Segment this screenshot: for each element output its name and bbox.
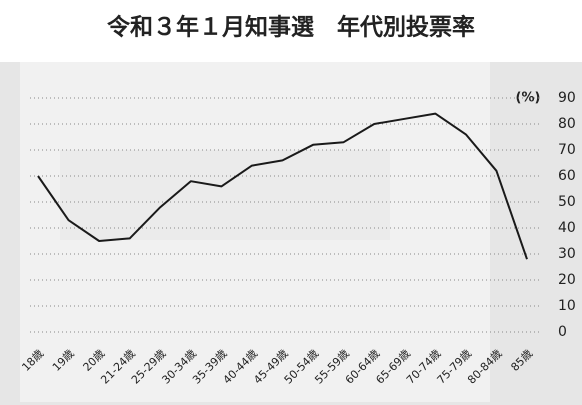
y-tick-label: 70 [558,142,576,158]
y-tick-label: 20 [558,272,576,288]
y-tick-label: 60 [558,168,576,184]
y-tick-label: 80 [558,116,576,132]
y-tick-label: 40 [558,220,576,236]
y-tick-label: 90 [558,90,576,106]
y-tick-label: 50 [558,194,576,210]
data-line [37,112,528,260]
background-overlay [20,62,490,402]
y-tick-label: 0 [558,324,567,340]
chart-title: 令和３年１月知事選 年代別投票率 [107,14,475,41]
y-tick-label: 30 [558,246,576,262]
background-photo-sign [60,150,390,240]
unit-label: (%) [516,91,541,106]
y-tick-label: 10 [558,298,576,314]
